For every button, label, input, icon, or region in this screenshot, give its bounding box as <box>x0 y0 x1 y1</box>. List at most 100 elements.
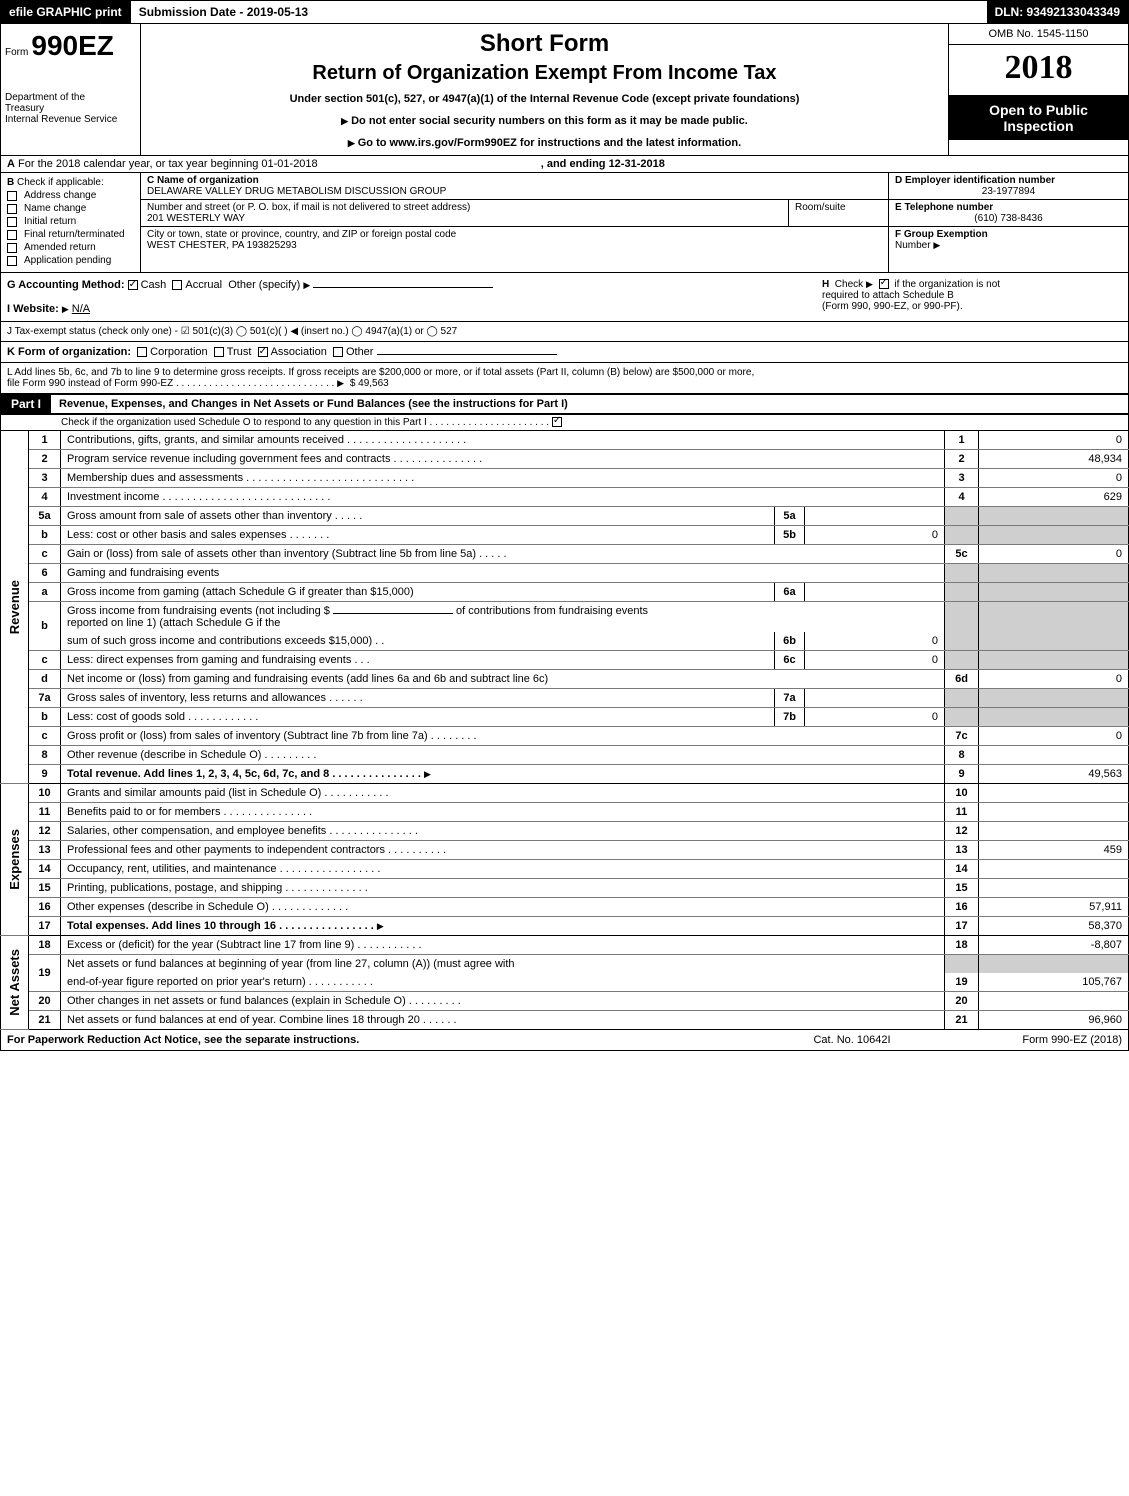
d-tel: (610) 738-8436 <box>895 213 1122 224</box>
part1-table: Revenue 1 Contributions, gifts, grants, … <box>0 431 1129 1030</box>
arrow-icon <box>337 378 347 389</box>
checkbox-icon[interactable] <box>7 191 17 201</box>
line-numcol: 16 <box>945 898 979 917</box>
line-desc: Total revenue. Add lines 1, 2, 3, 4, 5c,… <box>61 765 945 784</box>
line-desc: Printing, publications, postage, and shi… <box>61 879 945 898</box>
line-value: 48,934 <box>979 450 1129 469</box>
website-value[interactable]: N/A <box>72 303 90 315</box>
line-numcol: 14 <box>945 860 979 879</box>
line6b-fill[interactable] <box>333 613 453 614</box>
efile-label[interactable]: efile GRAPHIC print <box>1 1 130 23</box>
b-opt-0: Address change <box>24 190 96 201</box>
line-numcol: 15 <box>945 879 979 898</box>
dept-line1: Department of the <box>5 92 136 103</box>
sub-value: 0 <box>805 526 945 545</box>
no-ssn-text: Do not enter social security numbers on … <box>351 115 748 127</box>
lineno: b <box>29 526 61 545</box>
line6b-desc3: reported on line 1) (attach Schedule G i… <box>67 617 280 629</box>
line-numcol: 5c <box>945 545 979 564</box>
expenses-side-label: Expenses <box>1 784 29 936</box>
sub-value: 0 <box>805 651 945 670</box>
line-desc: Excess or (deficit) for the year (Subtra… <box>61 936 945 955</box>
line-desc: Gaming and fundraising events <box>61 564 945 583</box>
line-desc: Salaries, other compensation, and employ… <box>61 822 945 841</box>
line-value: 57,911 <box>979 898 1129 917</box>
k-other-fill[interactable] <box>377 354 557 355</box>
lineno: 8 <box>29 746 61 765</box>
checkbox-icon[interactable] <box>128 280 138 290</box>
part1-sub: Check if the organization used Schedule … <box>0 415 1129 431</box>
shaded-cell <box>945 507 979 526</box>
b-opt-4: Amended return <box>24 242 96 253</box>
checkbox-icon[interactable] <box>7 243 17 253</box>
lineno: 17 <box>29 917 61 936</box>
lineno: 1 <box>29 431 61 450</box>
c-name-label: C Name of organization <box>147 175 259 186</box>
goto-text[interactable]: Go to www.irs.gov/Form990EZ for instruct… <box>358 137 741 149</box>
line-desc: Gain or (loss) from sale of assets other… <box>61 545 945 564</box>
line-numcol: 21 <box>945 1011 979 1030</box>
line-desc: Net assets or fund balances at end of ye… <box>61 1011 945 1030</box>
top-bar: efile GRAPHIC print Submission Date - 20… <box>0 0 1129 24</box>
shaded-cell <box>945 583 979 602</box>
checkbox-icon[interactable] <box>879 279 889 289</box>
shaded-cell <box>945 955 979 974</box>
submission-date: Submission Date - 2019-05-13 <box>130 1 316 23</box>
b-opt-1: Name change <box>24 203 86 214</box>
checkbox-icon[interactable] <box>7 230 17 240</box>
line-numcol: 7c <box>945 727 979 746</box>
g-other-fill[interactable] <box>313 287 493 288</box>
form-header: Form 990EZ Department of the Treasury In… <box>0 24 1129 156</box>
line9-desc: Total revenue. Add lines 1, 2, 3, 4, 5c,… <box>67 768 421 780</box>
checkbox-icon[interactable] <box>137 347 147 357</box>
gh-row: G Accounting Method: Cash Accrual Other … <box>0 273 1129 322</box>
part1-header: Part I Revenue, Expenses, and Changes in… <box>0 394 1129 415</box>
checkbox-icon[interactable] <box>172 280 182 290</box>
shaded-cell <box>979 583 1129 602</box>
line-value: -8,807 <box>979 936 1129 955</box>
line-value: 0 <box>979 431 1129 450</box>
lineno: c <box>29 651 61 670</box>
line-value <box>979 822 1129 841</box>
k-trust: Trust <box>227 346 252 358</box>
d-group-sub: Number <box>895 240 931 251</box>
line17-desc: Total expenses. Add lines 10 through 16 … <box>67 920 374 932</box>
footer-center: Cat. No. 10642I <box>762 1034 942 1046</box>
lineno: 9 <box>29 765 61 784</box>
c-street: 201 WESTERLY WAY <box>147 213 782 224</box>
checkbox-icon[interactable] <box>7 256 17 266</box>
c-room-label: Room/suite <box>788 200 888 226</box>
k-assoc: Association <box>271 346 327 358</box>
sub-num: 7b <box>775 708 805 727</box>
line-value <box>979 992 1129 1011</box>
row-a-text: For the 2018 calendar year, or tax year … <box>18 158 318 170</box>
lineno: b <box>29 602 61 651</box>
b-opt-2: Initial return <box>24 216 76 227</box>
row-a-label: A <box>7 158 15 170</box>
line-numcol: 20 <box>945 992 979 1011</box>
lineno: 12 <box>29 822 61 841</box>
revenue-side-label: Revenue <box>1 431 29 784</box>
sub-value <box>805 583 945 602</box>
shaded-cell <box>979 632 1129 651</box>
g-accrual: Accrual <box>185 279 222 291</box>
dept-line3: Internal Revenue Service <box>5 114 136 125</box>
line-numcol: 10 <box>945 784 979 803</box>
line-value: 105,767 <box>979 973 1129 992</box>
line-desc: Contributions, gifts, grants, and simila… <box>61 431 945 450</box>
checkbox-icon[interactable] <box>7 204 17 214</box>
open-public-line2: Inspection <box>953 118 1124 134</box>
checkbox-icon[interactable] <box>214 347 224 357</box>
h-text2: required to attach Schedule B <box>822 290 954 301</box>
k-corp: Corporation <box>150 346 207 358</box>
line-desc: Gross sales of inventory, less returns a… <box>61 689 775 708</box>
checkbox-icon[interactable] <box>7 217 17 227</box>
shaded-cell <box>979 651 1129 670</box>
page-footer: For Paperwork Reduction Act Notice, see … <box>0 1030 1129 1051</box>
checkbox-icon[interactable] <box>333 347 343 357</box>
line-numcol: 8 <box>945 746 979 765</box>
j-row: J Tax-exempt status (check only one) - ☑… <box>0 322 1129 342</box>
checkbox-icon[interactable] <box>258 347 268 357</box>
checkbox-icon[interactable] <box>552 417 562 427</box>
line-value: 0 <box>979 545 1129 564</box>
